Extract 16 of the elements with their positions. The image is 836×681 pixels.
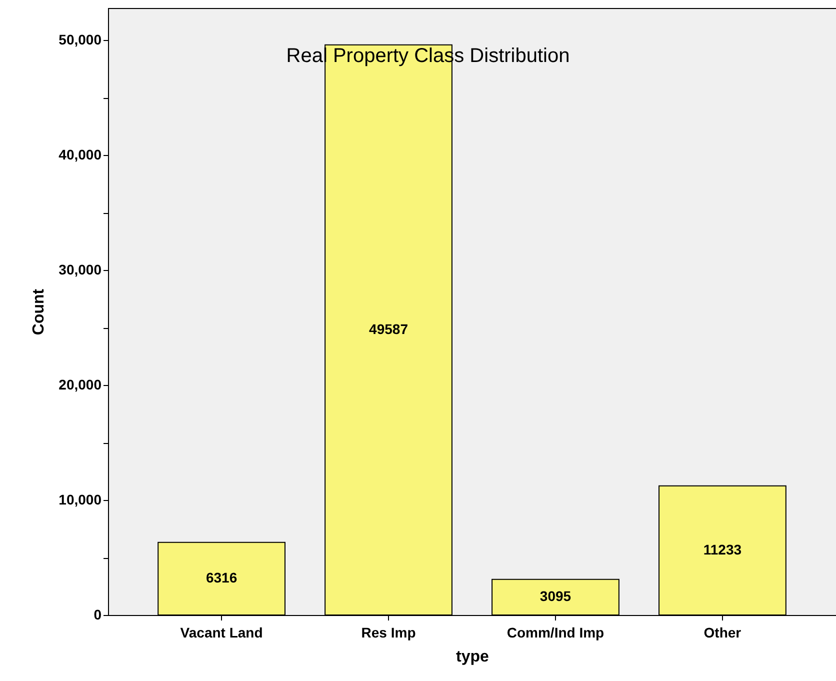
x-tick-label: Other (704, 624, 742, 640)
x-tick-label: Res Imp (361, 624, 416, 640)
x-tick-label: Vacant Land (180, 624, 263, 640)
data-label: 3095 (540, 588, 572, 604)
x-tick-label: Comm/Ind Imp (506, 624, 604, 640)
y-axis-title: Count (30, 288, 48, 336)
y-tick-label: 0 (94, 606, 102, 622)
data-label: 11233 (703, 541, 742, 558)
y-tick-label: 20,000 (58, 376, 102, 393)
x-axis-title: type (456, 648, 490, 666)
y-tick-label: 30,000 (58, 262, 102, 278)
y-tick-label: 50,000 (58, 32, 102, 48)
y-tick-label: 40,000 (58, 146, 102, 163)
data-label: 6316 (206, 570, 238, 586)
y-tick-label: 10,000 (58, 492, 102, 508)
data-label: 49587 (369, 320, 408, 337)
